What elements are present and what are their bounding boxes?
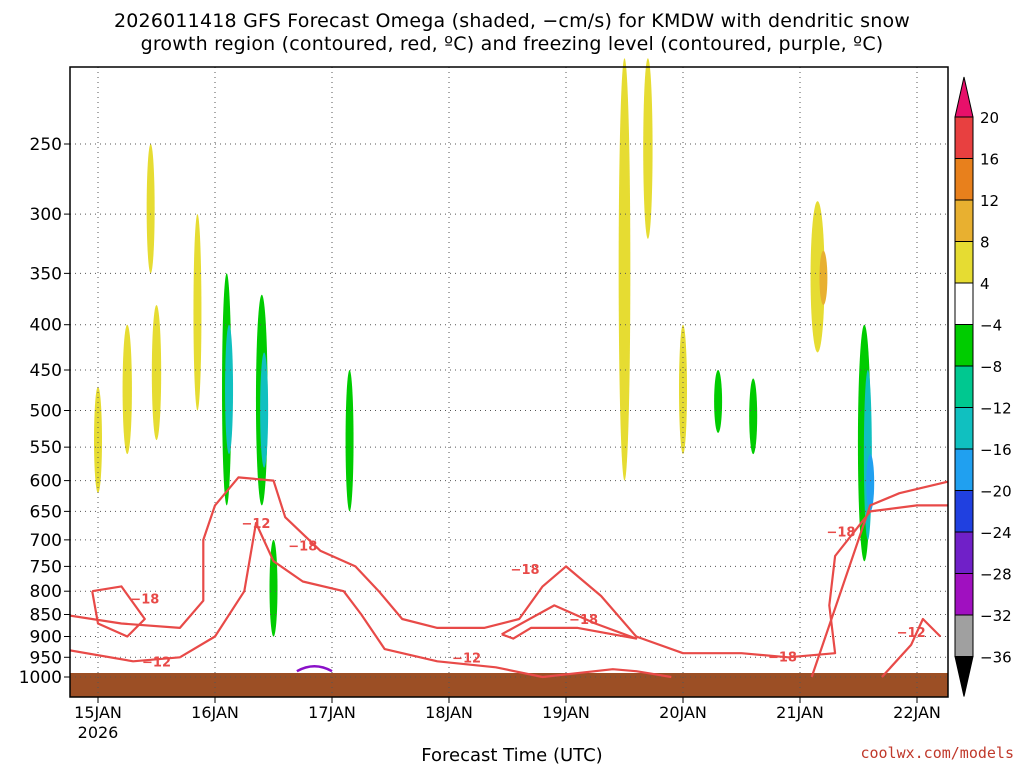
colorbar-segment-4: [954, 241, 974, 284]
y-tick-label-850: 850: [30, 606, 62, 626]
x-axis-label: Forecast Time (UTC): [421, 745, 603, 766]
colorbar-segment-8: [954, 407, 974, 450]
snow-growth-contour-4: [810, 480, 948, 678]
x-tick-label-7: 22JAN: [893, 703, 941, 722]
snow-growth-contour-5: [881, 617, 942, 678]
contour-label-5: −18: [511, 563, 540, 578]
y-tick-label-500: 500: [30, 402, 62, 422]
contour-label-8: −18: [826, 526, 855, 541]
snow-growth-contour-3: [501, 604, 638, 640]
y-tick-label-350: 350: [30, 264, 62, 284]
colorbar-label-11: −28: [980, 566, 1012, 584]
x-tick-label-5: 20JAN: [659, 703, 707, 722]
colorbar-segment-9: [954, 448, 974, 491]
snow-growth-contour-1: [70, 521, 672, 679]
colorbar-segment-13: [954, 614, 974, 657]
colorbar-top-arrow: [954, 76, 974, 118]
credit-text: coolwx.com/models: [860, 744, 1014, 762]
chart-title-line-1: 2026011418 GFS Forecast Omega (shaded, −…: [113, 10, 911, 32]
y-tick-label-700: 700: [30, 531, 62, 551]
y-tick-label-900: 900: [30, 627, 62, 647]
colorbar-label-7: −12: [980, 400, 1012, 418]
contour-label-0: −18: [130, 592, 159, 607]
y-tick-label-550: 550: [30, 438, 62, 458]
omega-region-2: [146, 144, 155, 274]
y-tick-label-450: 450: [30, 361, 62, 381]
contour-label-1: −12: [142, 655, 171, 670]
contour-label-7: −18: [768, 650, 797, 665]
contour-label-9: −12: [897, 626, 926, 641]
omega-region-9: [345, 369, 354, 512]
contour-label-2: −12: [241, 517, 270, 532]
x-tick-label-1: 16JAN: [191, 703, 239, 722]
omega-region-3: [151, 304, 162, 441]
contour-label-4: −12: [452, 651, 481, 666]
contour-label-6: −18: [569, 613, 598, 628]
y-tick-label-750: 750: [30, 557, 62, 577]
colorbar-segment-7: [954, 365, 974, 408]
colorbar-bottom-arrow: [954, 656, 974, 697]
y-tick-label-300: 300: [30, 205, 62, 225]
plot-frame: [69, 66, 949, 698]
colorbar-label-4: 4: [980, 275, 990, 293]
colorbar-label-1: 16: [980, 151, 999, 169]
omega-region-1: [122, 324, 132, 455]
colorbar-label-10: −24: [980, 524, 1012, 542]
ground-surface: [70, 673, 948, 697]
colorbar-label-2: 12: [980, 192, 999, 210]
y-tick-label-1000: 1000: [19, 668, 62, 688]
x-tick-label-2: 17JAN: [308, 703, 356, 722]
y-tick-label-400: 400: [30, 316, 62, 336]
colorbar-segment-12: [954, 573, 974, 616]
omega-region-13: [679, 324, 687, 455]
colorbar-label-8: −16: [980, 441, 1012, 459]
omega-region-12: [643, 58, 653, 239]
colorbar-label-0: 20: [980, 109, 999, 127]
x-tick-sublabel-0: 2026: [78, 723, 119, 742]
x-tick-label-3: 18JAN: [425, 703, 473, 722]
colorbar-label-13: −36: [980, 649, 1012, 667]
colorbar-label-6: −8: [980, 358, 1002, 376]
y-tick-label-600: 600: [30, 472, 62, 492]
omega-region-15: [749, 378, 758, 455]
omega-region-4: [193, 214, 202, 411]
colorbar-label-9: −20: [980, 483, 1012, 501]
omega-region-20: [866, 454, 875, 512]
colorbar-segment-11: [954, 531, 974, 574]
colorbar-segment-3: [954, 199, 974, 242]
freezing-level-contour: [296, 665, 333, 673]
omega-region-16: [810, 201, 825, 353]
omega-region-8: [260, 352, 269, 468]
chart-title-line-2: growth region (contoured, red, ºC) and f…: [140, 33, 884, 55]
y-tick-label-950: 950: [30, 648, 62, 668]
omega-region-10: [269, 539, 278, 637]
colorbar-segment-10: [954, 490, 974, 533]
colorbar-segment-5: [954, 282, 974, 325]
omega-region-11: [618, 58, 631, 481]
omega-region-6: [225, 324, 234, 455]
colorbar-segment-6: [954, 324, 974, 367]
colorbar-label-3: 8: [980, 234, 990, 252]
y-tick-label-250: 250: [30, 135, 62, 155]
omega-region-14: [714, 369, 723, 433]
colorbar-label-12: −32: [980, 607, 1012, 625]
y-tick-label-800: 800: [30, 582, 62, 602]
snow-growth-contour-2: [91, 585, 146, 638]
x-tick-label-4: 19JAN: [542, 703, 590, 722]
contour-label-3: −18: [288, 539, 317, 554]
snow-growth-contour-0: [70, 476, 948, 659]
x-tick-label-6: 21JAN: [776, 703, 824, 722]
omega-region-0: [94, 386, 102, 494]
colorbar-segment-2: [954, 158, 974, 201]
colorbar-label-5: −4: [980, 317, 1002, 335]
omega-region-17: [819, 250, 828, 305]
y-tick-label-650: 650: [30, 502, 62, 522]
colorbar-segment-1: [954, 116, 974, 159]
x-tick-label-0: 15JAN: [74, 703, 122, 722]
